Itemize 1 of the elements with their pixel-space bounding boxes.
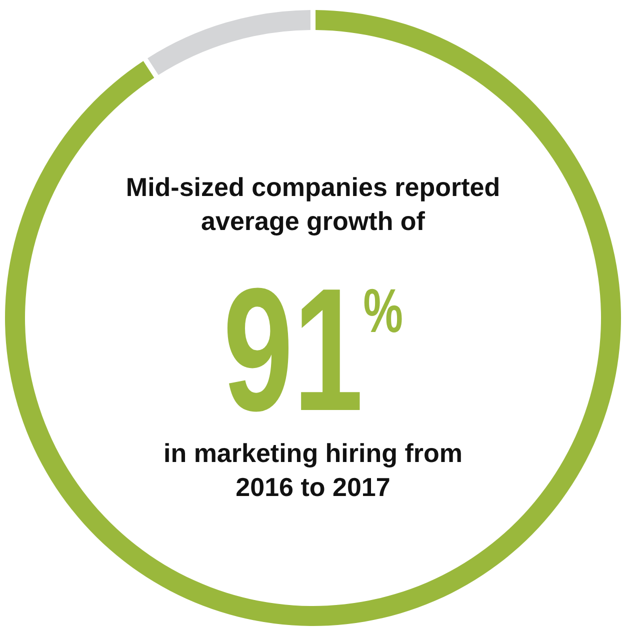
text: Mid-sized companies reported average growth of [126, 172, 500, 236]
